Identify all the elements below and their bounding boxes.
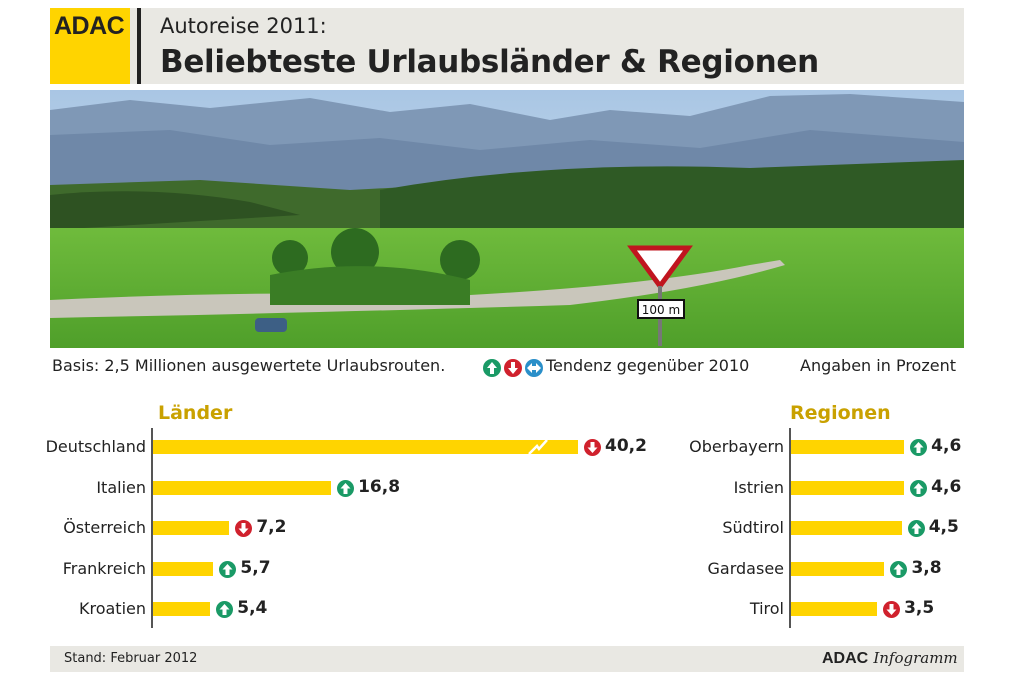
- trend-up-icon: [216, 601, 234, 618]
- laender-title: Länder: [158, 402, 233, 424]
- trend-down-icon: [235, 520, 253, 537]
- kicker: Autoreise 2011:: [160, 14, 327, 38]
- regionen-title: Regionen: [790, 402, 891, 424]
- trend-down-icon: [584, 439, 601, 456]
- header-banner: [50, 8, 964, 84]
- laender-bar: [153, 440, 578, 454]
- sign-text: 100 m: [642, 303, 680, 317]
- regionen-bar: [791, 440, 905, 454]
- footer-bar: [50, 646, 964, 672]
- trend-up-icon: [890, 561, 908, 578]
- regionen-category-label: Oberbayern: [689, 437, 784, 456]
- brand-bold: ADAC: [822, 650, 869, 667]
- arrow-left-right-icon: [525, 359, 543, 377]
- brand-signature: ADAC Infogramm: [822, 648, 958, 668]
- header-divider: [137, 8, 141, 84]
- laender-category-label: Kroatien: [78, 599, 146, 618]
- landscape-photo: 100 m: [50, 90, 964, 348]
- trend-up-icon: [910, 480, 928, 497]
- logo-text: ADAC: [54, 12, 125, 40]
- laender-value-label: 7,2: [256, 517, 287, 537]
- regionen-bar: [791, 602, 878, 616]
- legend-label: Tendenz gegenüber 2010: [546, 356, 750, 375]
- laender-value-label: 40,2: [605, 436, 647, 456]
- brand-italic: Infogramm: [873, 649, 958, 667]
- laender-bar: [153, 562, 214, 576]
- laender-bar: [153, 602, 211, 616]
- regionen-category-label: Tirol: [749, 599, 784, 618]
- regionen-value-label: 4,6: [931, 436, 962, 456]
- trend-up-icon: [910, 439, 928, 456]
- laender-category-label: Frankreich: [62, 559, 146, 578]
- regionen-category-label: Istrien: [733, 478, 784, 497]
- laender-value-label: 5,4: [237, 598, 268, 618]
- unit-note: Angaben in Prozent: [800, 356, 956, 375]
- adac-logo: ADAC: [50, 8, 130, 84]
- regionen-category-label: Gardasee: [707, 559, 784, 578]
- laender-category-label: Italien: [96, 478, 146, 497]
- arrow-down-icon: [504, 359, 522, 377]
- laender-value-label: 16,8: [358, 477, 401, 497]
- trend-up-icon: [219, 561, 237, 578]
- regionen-value-label: 4,6: [931, 477, 962, 497]
- regionen-category-label: Südtirol: [722, 518, 784, 537]
- page-title: Beliebteste Urlaubsländer & Regionen: [160, 44, 819, 80]
- laender-bar: [153, 521, 230, 535]
- regionen-value-label: 4,5: [928, 517, 959, 537]
- regionen-value-label: 3,8: [911, 558, 942, 578]
- trend-up-icon: [337, 480, 355, 497]
- laender-bar: [153, 481, 332, 495]
- basis-note: Basis: 2,5 Millionen ausgewertete Urlaub…: [52, 356, 446, 375]
- laender-category-label: Deutschland: [45, 437, 146, 456]
- axis-break-icon: [528, 439, 548, 455]
- regionen-value-label: 3,5: [904, 598, 935, 618]
- trend-up-icon: [907, 520, 925, 537]
- trend-down-icon: [883, 601, 901, 618]
- stand-date: Stand: Februar 2012: [64, 651, 198, 666]
- laender-category-label: Österreich: [63, 518, 146, 537]
- regionen-bar: [791, 481, 905, 495]
- regionen-axis: [789, 428, 791, 628]
- regionen-bar: [791, 521, 902, 535]
- laender-axis: [151, 428, 153, 628]
- laender-value-label: 5,7: [240, 558, 271, 578]
- regionen-bar: [791, 562, 885, 576]
- arrow-up-icon: [483, 359, 501, 377]
